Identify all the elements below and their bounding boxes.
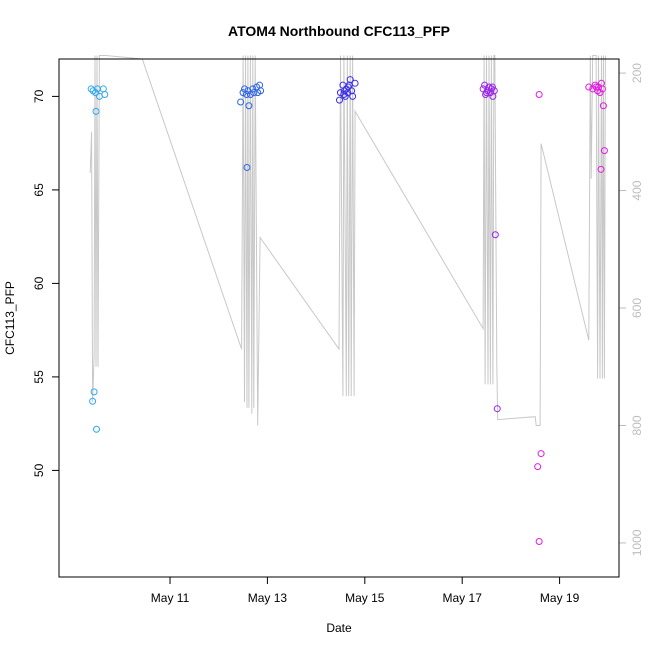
y-tick-label: 50 (32, 463, 46, 477)
y-tick-label: 60 (32, 276, 46, 290)
data-point (599, 102, 607, 110)
data-point (537, 450, 545, 458)
data-point (340, 91, 348, 99)
y-tick-label: 65 (32, 183, 46, 197)
x-axis-label: Date (326, 621, 352, 635)
data-point (488, 83, 496, 91)
data-point (592, 83, 600, 91)
data-point (92, 89, 100, 97)
data-point (246, 91, 254, 99)
data-point (493, 405, 501, 413)
chart-title: ATOM4 Northbound CFC113_PFP (228, 23, 450, 39)
data-point (349, 92, 357, 100)
x-tick-label: May 11 (151, 591, 190, 605)
data-point (99, 85, 107, 93)
data-point (490, 87, 498, 95)
data-point (89, 397, 97, 405)
data-point (341, 92, 349, 100)
data-point (597, 165, 605, 173)
data-point (92, 107, 100, 115)
x-tick-label: May 17 (443, 591, 483, 605)
y2-tick-label: 400 (630, 180, 644, 200)
data-point (243, 163, 251, 171)
data-point (534, 463, 542, 471)
plot-frame (58, 58, 620, 578)
data-point (250, 89, 258, 97)
data-point (335, 96, 343, 104)
data-point (242, 91, 250, 99)
data-point (491, 231, 499, 239)
data-point (535, 91, 543, 99)
data-point (600, 147, 608, 155)
y-tick-label: 70 (32, 89, 46, 103)
data-point (101, 91, 109, 99)
y2-tick-label: 1000 (630, 529, 644, 556)
data-points-group (87, 76, 608, 545)
altitude-line-group (89, 55, 606, 426)
y2-tick-label: 200 (630, 63, 644, 83)
data-point (585, 83, 593, 91)
data-point (257, 87, 265, 95)
y2-axis: 200 400 600 800 1000 (618, 63, 644, 556)
data-point (237, 98, 245, 106)
altitude-line (89, 55, 606, 426)
y2-tick-label: 600 (630, 298, 644, 318)
x-tick-label: May 13 (248, 591, 288, 605)
data-point (535, 537, 543, 545)
x-axis: May 11 May 13 May 15 May 17 May 19 (151, 577, 580, 605)
data-point (92, 425, 100, 433)
x-tick-label: May 15 (345, 591, 385, 605)
data-point (351, 79, 359, 87)
data-point (249, 85, 257, 93)
data-point (598, 85, 606, 93)
data-point (239, 89, 247, 97)
data-point (483, 89, 491, 97)
y2-tick-label: 800 (630, 415, 644, 435)
y-axis-label: CFC113_PFP (3, 281, 17, 355)
data-point (90, 388, 98, 396)
data-point (481, 81, 489, 89)
data-point (245, 102, 253, 110)
data-point (596, 89, 604, 97)
x-tick-label: May 19 (540, 591, 580, 605)
data-point (336, 89, 344, 97)
y-tick-label: 55 (32, 370, 46, 384)
data-point (346, 76, 354, 84)
data-point (344, 83, 352, 91)
y-axis: 50 55 60 65 70 (32, 89, 59, 477)
